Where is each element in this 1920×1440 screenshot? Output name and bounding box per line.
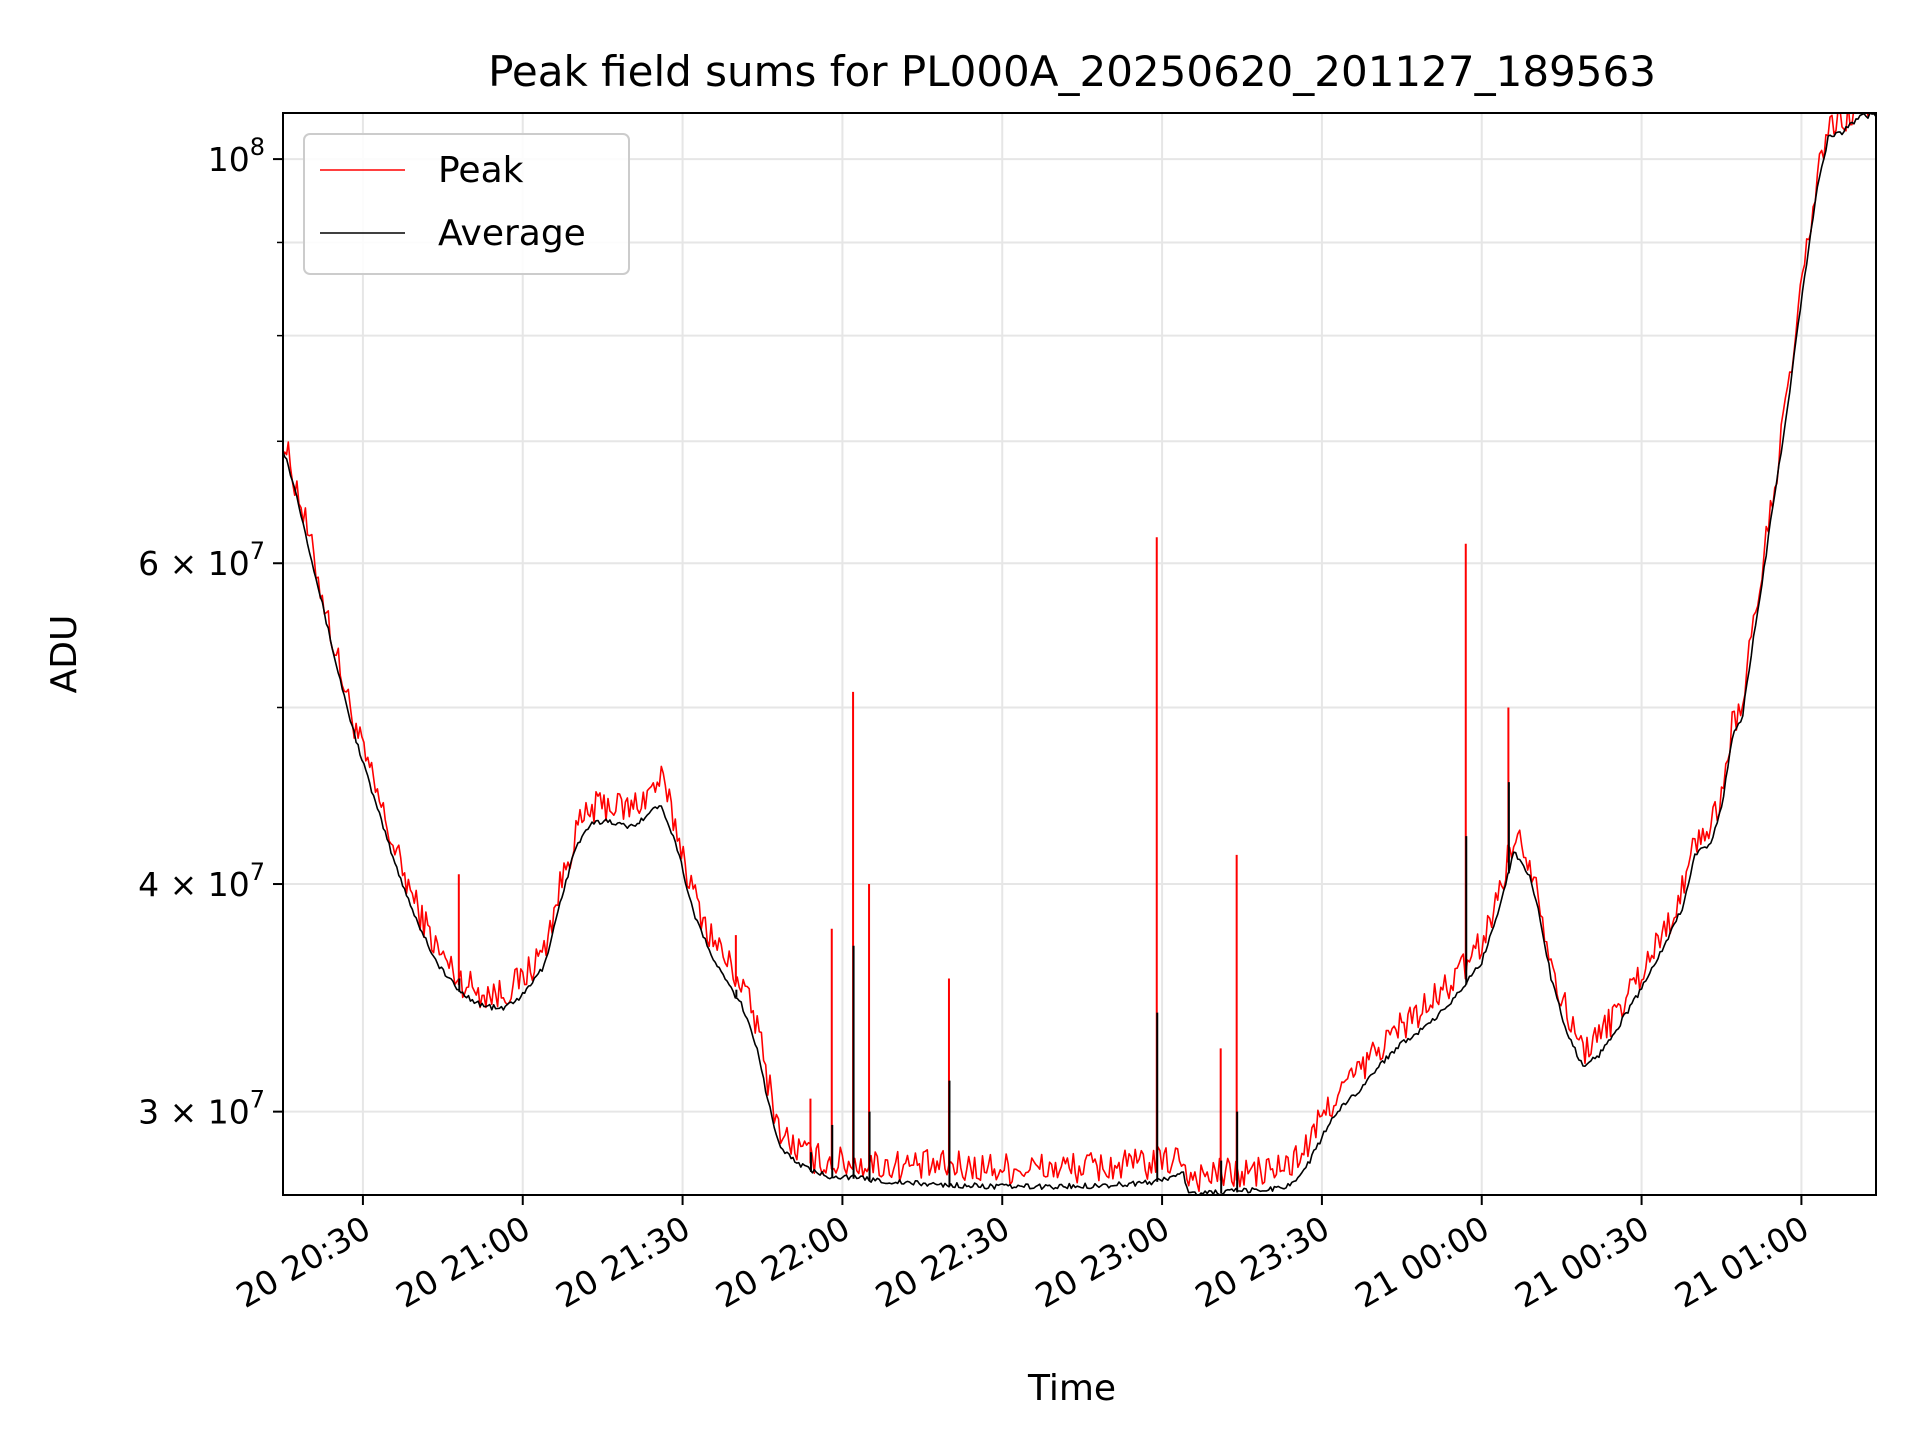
x-axis-label: Time (1027, 1368, 1116, 1409)
legend: Peak Average (303, 133, 630, 275)
y-axis-label: ADU (44, 615, 85, 694)
chart-title: Peak field sums for PL000A_20250620_2011… (488, 47, 1656, 96)
legend-box (303, 133, 630, 275)
plot-frame (282, 112, 1877, 1196)
y-tick-label: 3 × 107 (138, 1086, 265, 1132)
y-tick-label: 4 × 107 (138, 858, 265, 904)
series-line-average (283, 113, 1876, 1195)
y-tick-label: 6 × 107 (138, 537, 265, 583)
y-tick-label: 108 (208, 133, 265, 179)
grid (283, 113, 1876, 1195)
legend-label-peak: Peak (438, 150, 524, 191)
series-layer (283, 113, 1876, 1195)
legend-label-average: Average (438, 213, 586, 254)
series-line-peak (283, 113, 1876, 1192)
